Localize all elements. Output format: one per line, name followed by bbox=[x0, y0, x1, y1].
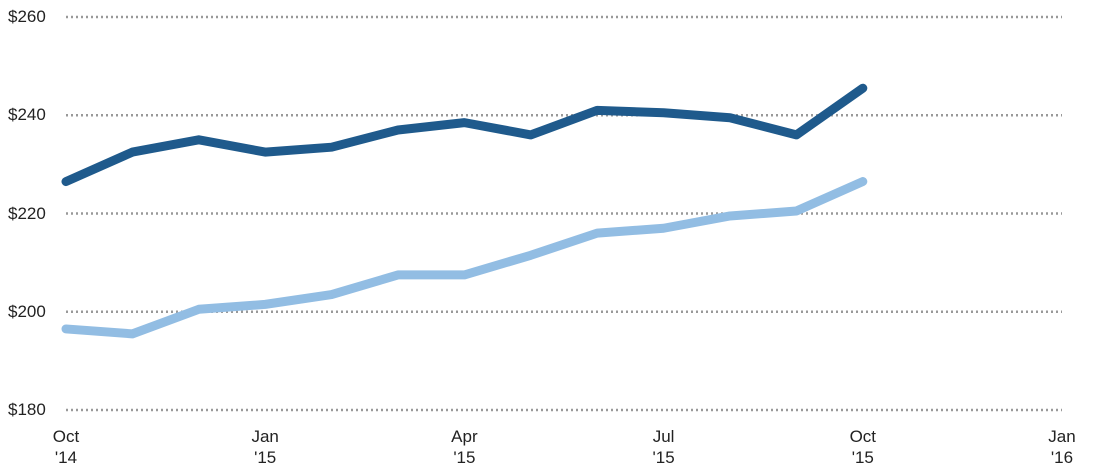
x-tick-label: Apr '15 bbox=[451, 427, 478, 467]
y-tick-label: $220 bbox=[8, 203, 46, 223]
y-tick-label: $180 bbox=[8, 400, 46, 419]
y-tick-label: $200 bbox=[8, 301, 46, 321]
x-tick-label: Oct '14 bbox=[52, 427, 80, 467]
x-tick-label: Jul '15 bbox=[652, 427, 675, 467]
x-tick-label: Oct '15 bbox=[849, 427, 877, 467]
series-line bbox=[61, 83, 868, 187]
y-tick-label: $240 bbox=[8, 105, 46, 125]
x-tick-label: Jan '16 bbox=[1048, 427, 1076, 467]
series-line bbox=[61, 177, 868, 339]
y-tick-label: $260 bbox=[8, 7, 46, 26]
x-tick-label: Jan '15 bbox=[251, 427, 279, 467]
